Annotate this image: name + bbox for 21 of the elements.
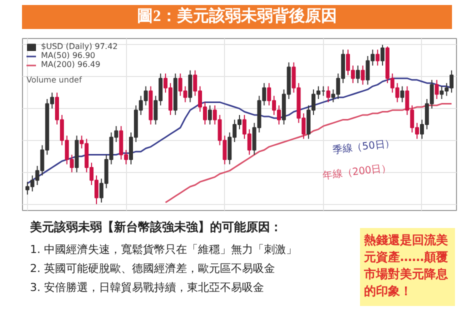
text: 美元該弱未弱【新台幣該強未強】的可能原因： bbox=[30, 219, 283, 236]
text: 熱錢還是回流美元資產……顛覆市場對美元降息的印象！ bbox=[364, 232, 449, 300]
candlestick bbox=[208, 104, 212, 125]
legend-label: MA(50) 96.90 bbox=[41, 51, 96, 60]
text: 1. 中國經濟失速，寬鬆貨幣只在「維穩」無力「刺激」 bbox=[30, 242, 297, 258]
candlestick bbox=[326, 86, 330, 103]
text: 2. 英國可能硬脫歐、德國經濟差，歐元區不易吸金 bbox=[30, 261, 276, 278]
candlestick bbox=[188, 70, 192, 103]
candlestick bbox=[434, 79, 439, 100]
legend-label: MA(200) 96.49 bbox=[41, 60, 100, 69]
candlestick bbox=[376, 49, 380, 66]
annotation: 年線（200日） bbox=[322, 162, 392, 182]
candlestick bbox=[400, 86, 404, 103]
candlestick bbox=[360, 65, 365, 86]
chart-title: 圖2：美元該弱未弱背後原因 bbox=[137, 6, 337, 27]
legend-label: $USD (Daily) 97.42 bbox=[41, 42, 118, 51]
annotation: 季線（50日） bbox=[332, 136, 396, 156]
candlestick bbox=[380, 44, 384, 66]
candlestick bbox=[356, 65, 360, 84]
text: 3. 安倍勝選，日韓貿易戰持續，東北亞不易吸金 bbox=[30, 280, 265, 296]
annotation: Volume undef bbox=[26, 76, 82, 84]
